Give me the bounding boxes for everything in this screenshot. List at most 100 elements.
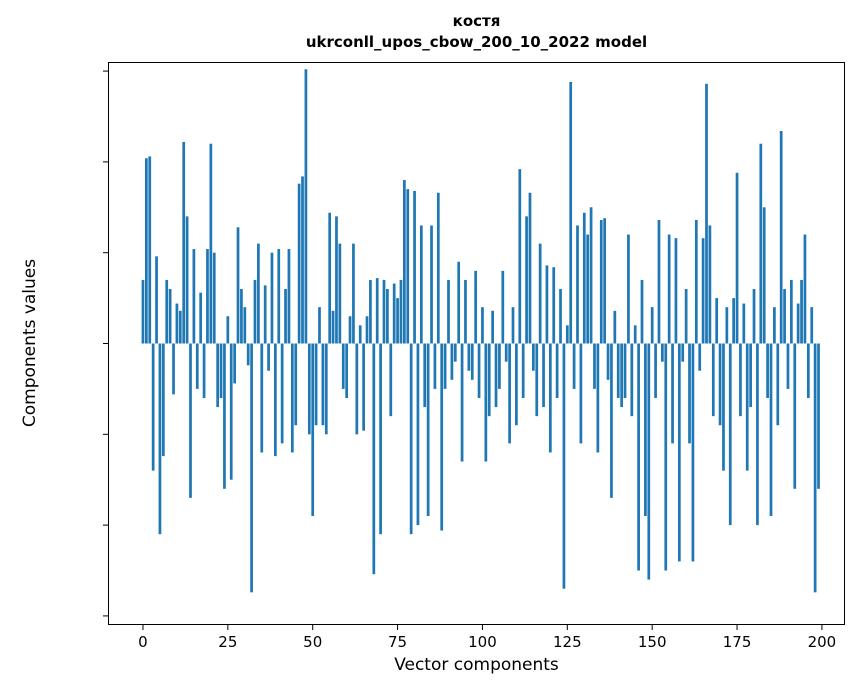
bar bbox=[555, 343, 559, 398]
bar bbox=[168, 289, 172, 344]
x-tick-label: 200 bbox=[807, 633, 837, 651]
bar bbox=[664, 343, 668, 571]
bar bbox=[776, 343, 780, 426]
bar bbox=[620, 343, 623, 408]
bar bbox=[637, 343, 640, 571]
bar bbox=[409, 343, 413, 535]
bar bbox=[504, 343, 508, 362]
bar bbox=[358, 325, 362, 344]
bar bbox=[280, 343, 284, 444]
bar bbox=[403, 180, 406, 344]
bar bbox=[481, 307, 484, 344]
bar bbox=[701, 238, 705, 344]
bar bbox=[806, 343, 810, 398]
bar bbox=[474, 270, 478, 344]
bar bbox=[352, 243, 355, 344]
bar bbox=[613, 310, 617, 344]
y-axis-label: Components values bbox=[20, 258, 40, 428]
bar bbox=[586, 234, 590, 344]
bar bbox=[576, 225, 579, 344]
bar bbox=[711, 343, 715, 417]
bar bbox=[521, 343, 525, 398]
x-tick-label: 175 bbox=[722, 633, 752, 651]
bar bbox=[596, 343, 600, 453]
bar bbox=[419, 225, 423, 344]
bar bbox=[433, 343, 437, 389]
bar bbox=[182, 141, 186, 344]
bar bbox=[749, 343, 752, 408]
bar bbox=[790, 279, 793, 344]
bar bbox=[783, 289, 786, 344]
bar bbox=[681, 343, 685, 362]
bar bbox=[314, 343, 318, 426]
bar bbox=[270, 252, 274, 344]
bar bbox=[623, 343, 627, 398]
bar bbox=[386, 289, 389, 344]
bar bbox=[813, 343, 817, 593]
bar bbox=[416, 343, 420, 526]
bar bbox=[297, 183, 301, 344]
bar bbox=[141, 279, 145, 344]
bar bbox=[484, 343, 488, 462]
bar bbox=[436, 192, 440, 344]
bar bbox=[257, 243, 260, 344]
bar bbox=[657, 220, 661, 344]
bar bbox=[569, 81, 573, 344]
bar bbox=[464, 279, 467, 344]
bar bbox=[233, 343, 236, 384]
bar bbox=[290, 343, 294, 453]
bar bbox=[640, 279, 644, 344]
bar bbox=[345, 343, 349, 398]
bar bbox=[450, 343, 454, 380]
bar bbox=[705, 83, 708, 344]
x-tick-label: 125 bbox=[552, 633, 582, 651]
bar bbox=[515, 343, 518, 426]
bar bbox=[467, 343, 471, 371]
x-tick-label: 75 bbox=[388, 633, 408, 651]
axes-spines bbox=[108, 62, 845, 625]
bar bbox=[501, 270, 505, 344]
bar bbox=[579, 343, 583, 444]
bar bbox=[739, 343, 742, 417]
bar bbox=[440, 343, 444, 531]
bar bbox=[229, 343, 233, 480]
bar bbox=[494, 343, 498, 408]
bar bbox=[667, 234, 671, 344]
bar bbox=[423, 343, 427, 408]
bar bbox=[630, 343, 634, 417]
bar bbox=[175, 303, 179, 344]
bar bbox=[708, 225, 712, 344]
bar bbox=[294, 343, 298, 426]
bar bbox=[552, 267, 556, 344]
bar bbox=[661, 343, 664, 362]
bar bbox=[817, 343, 820, 489]
x-tick-label: 25 bbox=[218, 633, 238, 651]
bar bbox=[487, 343, 491, 417]
bar bbox=[335, 216, 338, 344]
bar bbox=[274, 343, 277, 457]
bar bbox=[548, 343, 552, 453]
bar bbox=[603, 218, 607, 344]
bar bbox=[752, 289, 756, 344]
bar bbox=[762, 207, 766, 344]
bar bbox=[443, 343, 447, 389]
bar bbox=[599, 220, 603, 344]
bar bbox=[195, 343, 199, 389]
bar bbox=[582, 212, 586, 344]
plot-area bbox=[103, 62, 845, 630]
bar bbox=[528, 192, 532, 344]
bar bbox=[260, 343, 264, 453]
bar bbox=[375, 278, 379, 344]
bar bbox=[766, 343, 769, 398]
x-tick-label: 50 bbox=[303, 633, 323, 651]
bar bbox=[348, 316, 352, 344]
bar bbox=[341, 343, 345, 389]
bar bbox=[779, 131, 783, 344]
bar bbox=[267, 343, 270, 371]
bar bbox=[307, 343, 311, 435]
bar bbox=[324, 343, 328, 435]
bar bbox=[538, 243, 542, 344]
bar bbox=[430, 225, 433, 344]
x-tick-label: 100 bbox=[468, 633, 497, 651]
bar bbox=[413, 190, 416, 344]
